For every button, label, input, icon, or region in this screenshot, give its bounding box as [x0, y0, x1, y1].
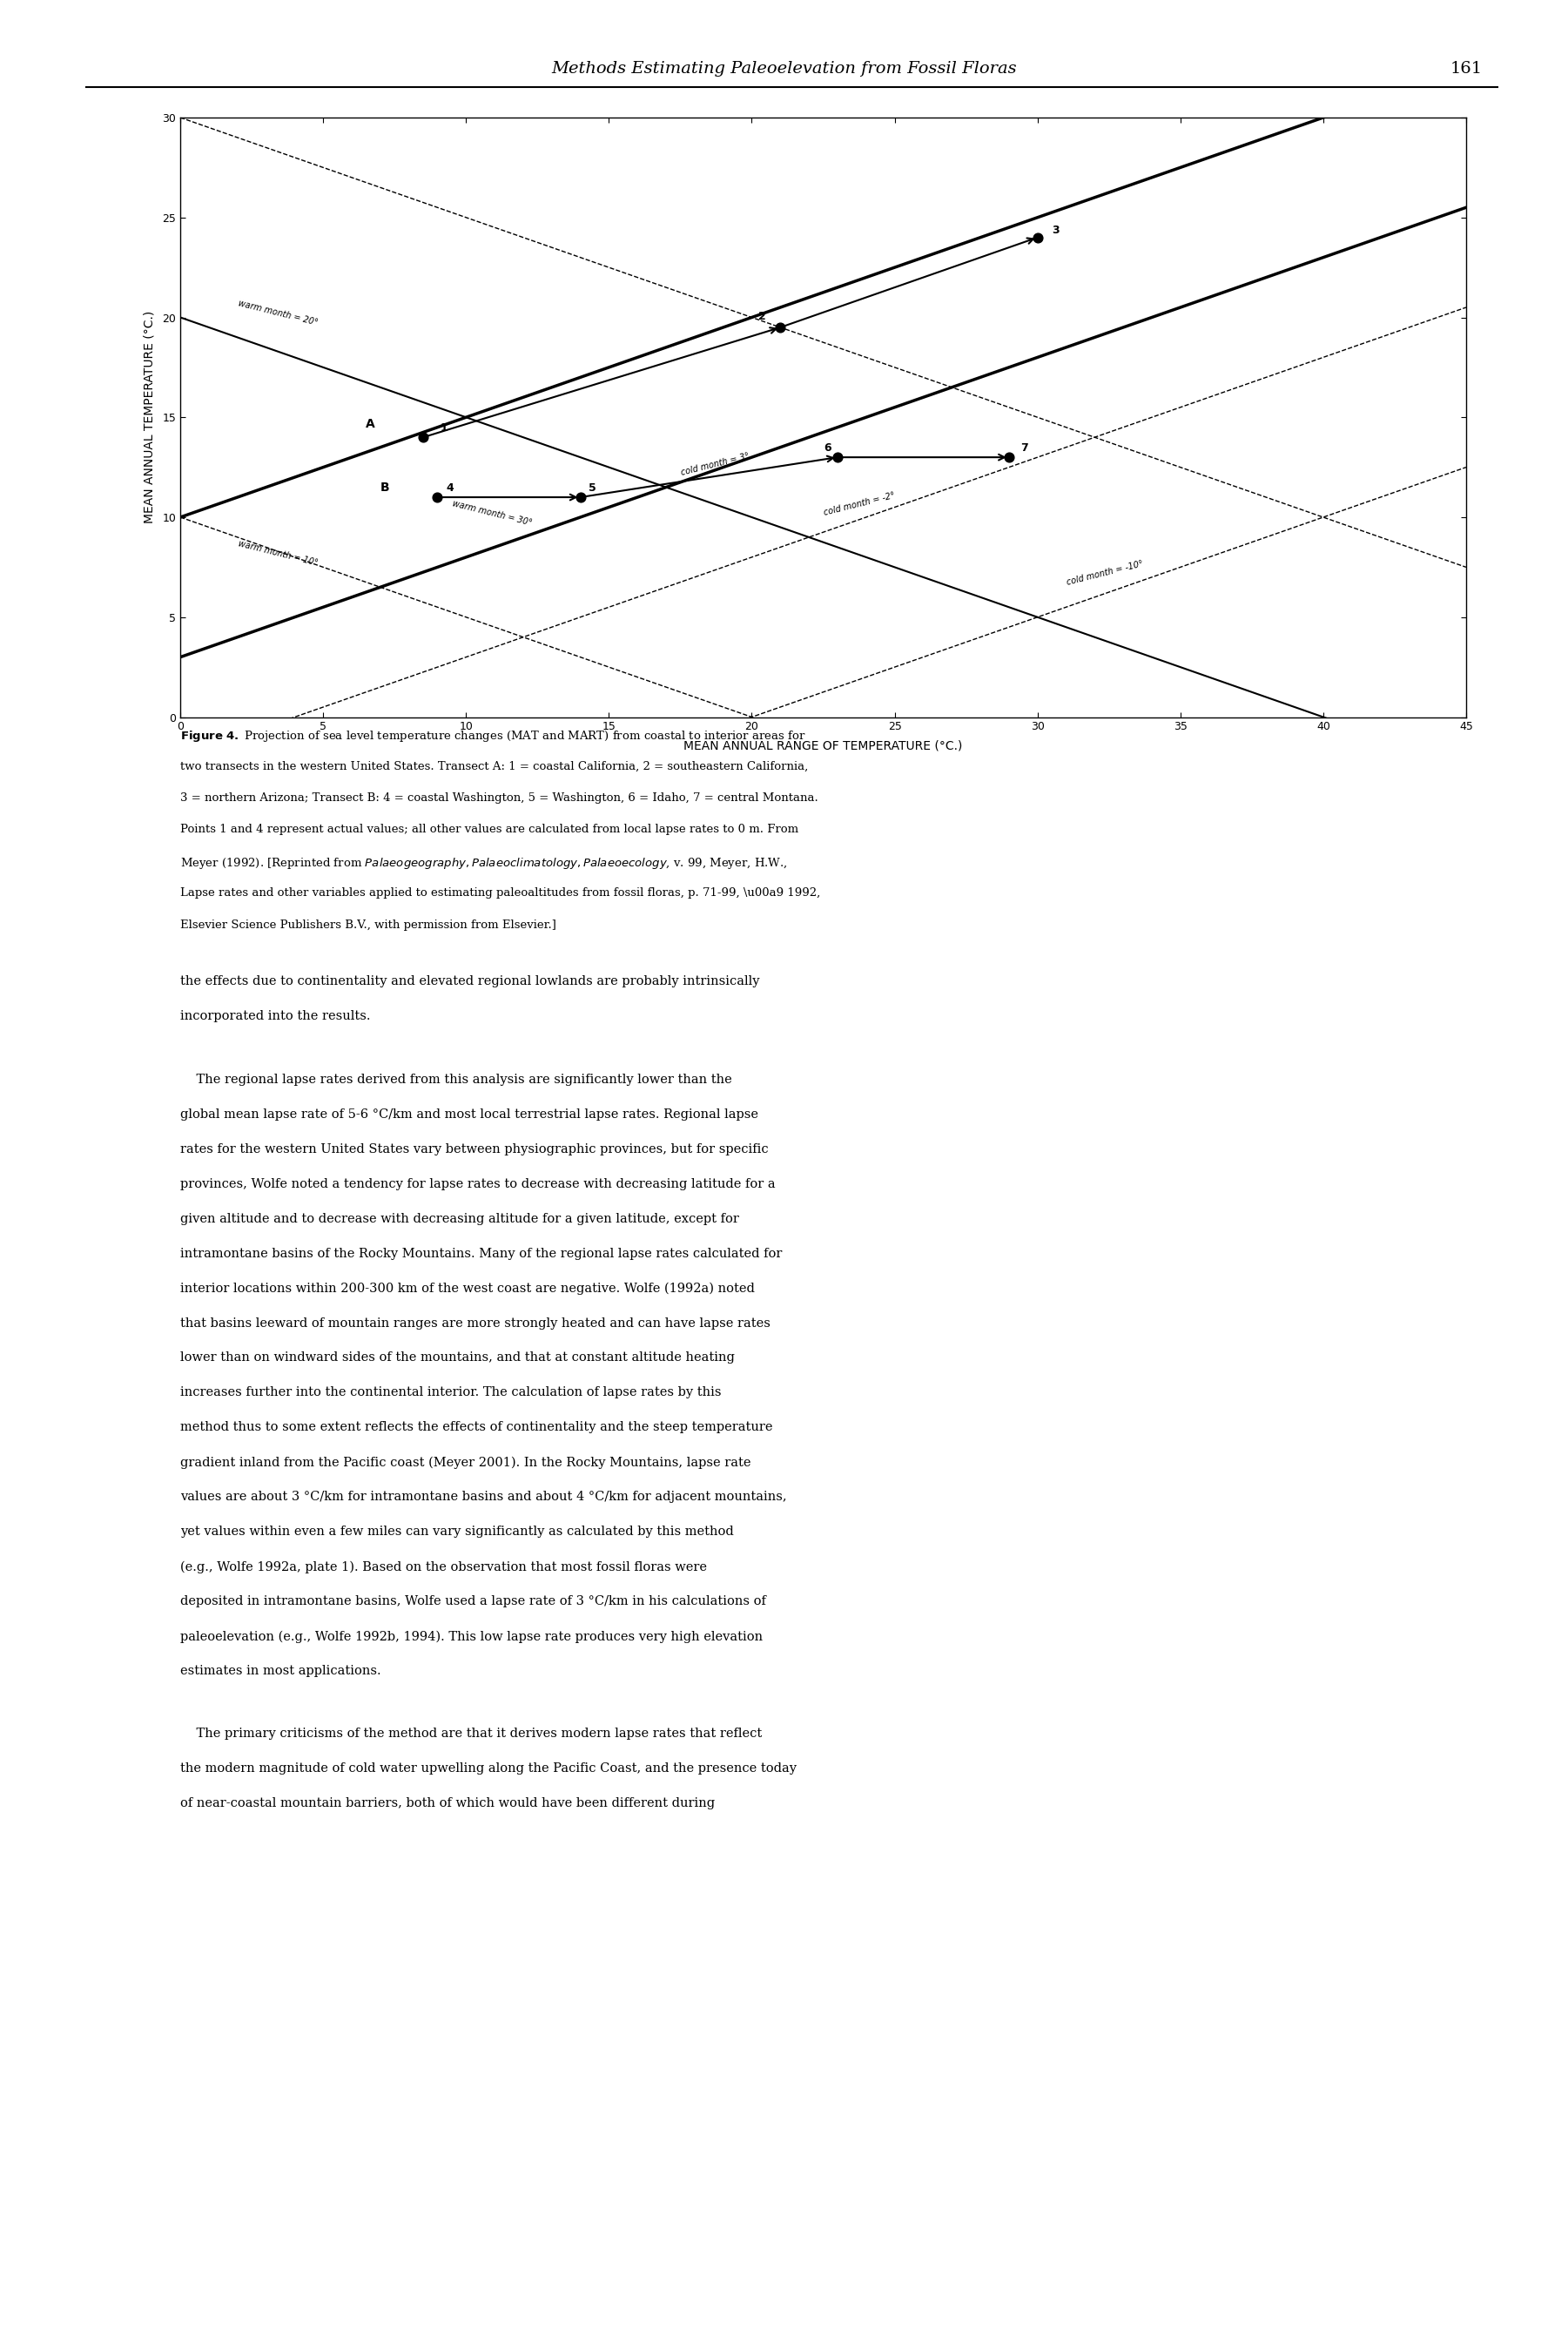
Text: interior locations within 200-300 km of the west coast are negative. Wolfe (1992: interior locations within 200-300 km of …	[180, 1281, 754, 1295]
Text: given altitude and to decrease with decreasing altitude for a given latitude, ex: given altitude and to decrease with decr…	[180, 1213, 739, 1225]
Text: that basins leeward of mountain ranges are more strongly heated and can have lap: that basins leeward of mountain ranges a…	[180, 1317, 770, 1328]
Point	[996, 440, 1021, 477]
Text: 5: 5	[590, 482, 596, 494]
Text: values are about 3 °C/km for intramontane basins and about 4 °C/km for adjacent : values are about 3 °C/km for intramontan…	[180, 1491, 787, 1502]
Point	[825, 440, 850, 477]
Text: method thus to some extent reflects the effects of continentality and the steep : method thus to some extent reflects the …	[180, 1422, 773, 1434]
Text: provinces, Wolfe noted a tendency for lapse rates to decrease with decreasing la: provinces, Wolfe noted a tendency for la…	[180, 1178, 776, 1190]
Point	[568, 480, 593, 517]
Point	[1025, 219, 1051, 256]
Text: increases further into the continental interior. The calculation of lapse rates : increases further into the continental i…	[180, 1387, 721, 1399]
Y-axis label: MEAN ANNUAL TEMPERATURE (°C.): MEAN ANNUAL TEMPERATURE (°C.)	[143, 310, 155, 524]
Text: incorporated into the results.: incorporated into the results.	[180, 1011, 370, 1023]
Text: 4: 4	[445, 482, 453, 494]
Text: global mean lapse rate of 5-6 °C/km and most local terrestrial lapse rates. Regi: global mean lapse rate of 5-6 °C/km and …	[180, 1107, 759, 1121]
Text: Elsevier Science Publishers B.V., with permission from Elsevier.]: Elsevier Science Publishers B.V., with p…	[180, 919, 557, 931]
Text: the modern magnitude of cold water upwelling along the Pacific Coast, and the pr: the modern magnitude of cold water upwel…	[180, 1763, 797, 1775]
Text: yet values within even a few miles can vary significantly as calculated by this : yet values within even a few miles can v…	[180, 1526, 734, 1538]
Text: Meyer (1992). [Reprinted from $\mathit{Palaeogeography, Palaeoclimatology, Palae: Meyer (1992). [Reprinted from $\mathit{P…	[180, 856, 787, 870]
Text: of near-coastal mountain barriers, both of which would have been different durin: of near-coastal mountain barriers, both …	[180, 1799, 715, 1810]
Text: cold month = -10°: cold month = -10°	[1066, 560, 1145, 588]
Text: Methods Estimating Paleoelevation from Fossil Floras: Methods Estimating Paleoelevation from F…	[552, 61, 1016, 78]
Text: 161: 161	[1450, 61, 1482, 78]
Text: A: A	[365, 418, 375, 430]
Point	[425, 480, 450, 517]
Text: warm month = 30°: warm month = 30°	[452, 498, 533, 527]
Text: B: B	[381, 482, 389, 494]
Text: cold month = 3°: cold month = 3°	[681, 451, 751, 477]
Text: warm month = 10°: warm month = 10°	[237, 538, 318, 567]
Text: lower than on windward sides of the mountains, and that at constant altitude hea: lower than on windward sides of the moun…	[180, 1352, 735, 1364]
Text: 3 = northern Arizona; Transect B: 4 = coastal Washington, 5 = Washington, 6 = Id: 3 = northern Arizona; Transect B: 4 = co…	[180, 792, 818, 804]
Text: the effects due to continentality and elevated regional lowlands are probably in: the effects due to continentality and el…	[180, 976, 760, 987]
Text: 1: 1	[441, 423, 448, 435]
Text: The regional lapse rates derived from this analysis are significantly lower than: The regional lapse rates derived from th…	[180, 1074, 732, 1086]
Text: deposited in intramontane basins, Wolfe used a lapse rate of 3 °C/km in his calc: deposited in intramontane basins, Wolfe …	[180, 1596, 767, 1608]
Text: paleoelevation (e.g., Wolfe 1992b, 1994). This low lapse rate produces very high: paleoelevation (e.g., Wolfe 1992b, 1994)…	[180, 1629, 764, 1643]
Text: two transects in the western United States. Transect A: 1 = coastal California, : two transects in the western United Stat…	[180, 762, 808, 771]
Text: gradient inland from the Pacific coast (Meyer 2001). In the Rocky Mountains, lap: gradient inland from the Pacific coast (…	[180, 1455, 751, 1469]
Text: warm month = 20°: warm month = 20°	[237, 299, 318, 327]
Text: $\mathbf{Figure\ 4.}$ Projection of sea level temperature changes (MAT and MART): $\mathbf{Figure\ 4.}$ Projection of sea …	[180, 729, 806, 743]
Text: 6: 6	[825, 442, 831, 454]
Text: The primary criticisms of the method are that it derives modern lapse rates that: The primary criticisms of the method are…	[180, 1728, 762, 1740]
Point	[768, 308, 793, 346]
Text: intramontane basins of the Rocky Mountains. Many of the regional lapse rates cal: intramontane basins of the Rocky Mountai…	[180, 1248, 782, 1260]
Text: cold month = -2°: cold month = -2°	[823, 491, 897, 517]
Text: 2: 2	[759, 310, 767, 322]
Text: 3: 3	[1052, 226, 1060, 235]
Text: (e.g., Wolfe 1992a, plate 1). Based on the observation that most fossil floras w: (e.g., Wolfe 1992a, plate 1). Based on t…	[180, 1561, 707, 1573]
Text: 7: 7	[1021, 442, 1029, 454]
Point	[411, 418, 436, 456]
X-axis label: MEAN ANNUAL RANGE OF TEMPERATURE (°C.): MEAN ANNUAL RANGE OF TEMPERATURE (°C.)	[684, 741, 963, 752]
Text: Lapse rates and other variables applied to estimating paleoaltitudes from fossil: Lapse rates and other variables applied …	[180, 889, 820, 898]
Text: Points 1 and 4 represent actual values; all other values are calculated from loc: Points 1 and 4 represent actual values; …	[180, 825, 798, 835]
Text: rates for the western United States vary between physiographic provinces, but fo: rates for the western United States vary…	[180, 1143, 768, 1154]
Text: estimates in most applications.: estimates in most applications.	[180, 1665, 381, 1676]
